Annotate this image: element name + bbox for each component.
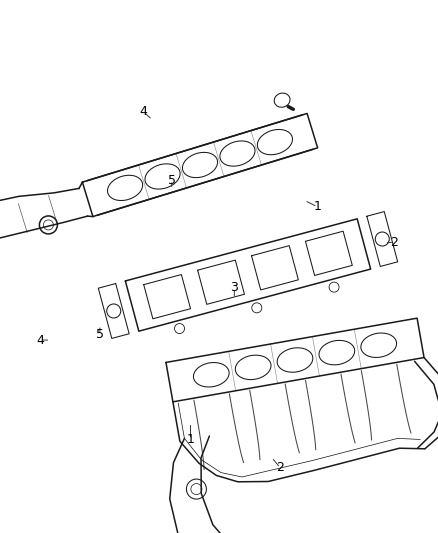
Text: 1: 1 bbox=[187, 433, 194, 446]
Text: 4: 4 bbox=[140, 106, 148, 118]
Text: 3: 3 bbox=[230, 281, 238, 294]
Text: 2: 2 bbox=[390, 236, 398, 249]
Text: 5: 5 bbox=[96, 328, 104, 341]
Text: 2: 2 bbox=[276, 462, 284, 474]
Text: 4: 4 bbox=[36, 334, 44, 346]
Text: 1: 1 bbox=[314, 200, 321, 213]
Text: 5: 5 bbox=[168, 174, 176, 187]
